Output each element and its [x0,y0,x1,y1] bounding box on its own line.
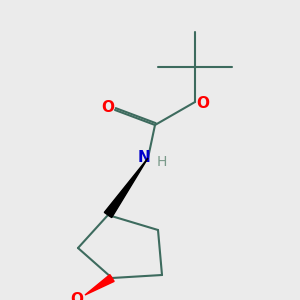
Text: N: N [138,149,150,164]
Text: O: O [70,292,83,300]
Text: O: O [101,100,115,116]
Text: H: H [157,155,167,169]
Polygon shape [85,274,114,295]
Text: O: O [196,97,209,112]
Polygon shape [104,158,148,217]
